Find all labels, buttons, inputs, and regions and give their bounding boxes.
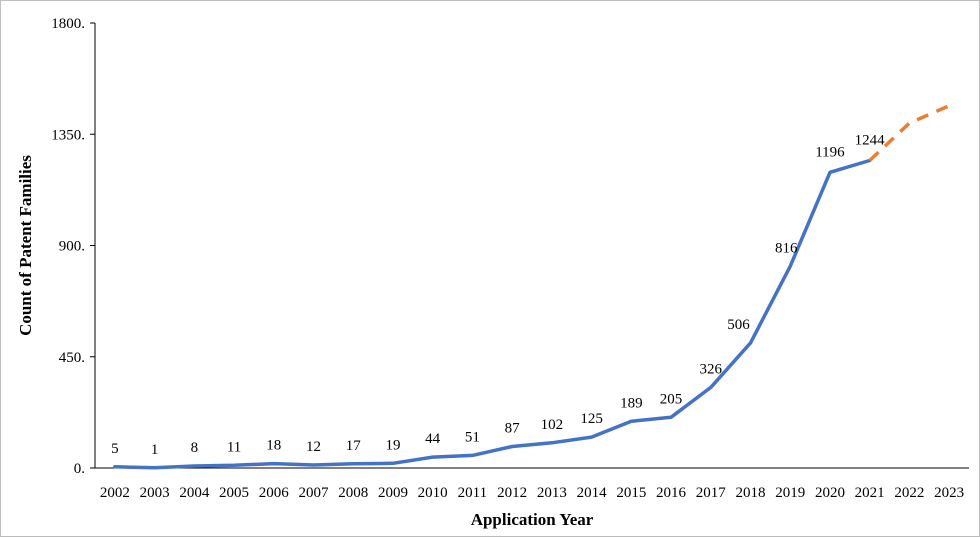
data-label: 5 bbox=[111, 441, 119, 457]
data-label: 8 bbox=[191, 440, 199, 456]
x-tick-label: 2017 bbox=[696, 485, 727, 501]
x-tick-label: 2012 bbox=[497, 485, 527, 501]
x-tick-label: 2016 bbox=[656, 485, 687, 501]
data-label: 87 bbox=[505, 420, 521, 436]
data-label: 1244 bbox=[855, 132, 886, 148]
data-label: 51 bbox=[465, 429, 480, 445]
x-tick-label: 2005 bbox=[219, 485, 249, 501]
data-label: 102 bbox=[541, 417, 564, 433]
x-tick-label: 2008 bbox=[338, 485, 368, 501]
series-layer bbox=[113, 104, 950, 470]
x-tick-label: 2004 bbox=[179, 485, 210, 501]
data-label: 189 bbox=[620, 395, 643, 411]
x-tick-label: 2023 bbox=[934, 485, 964, 501]
x-tick-label: 2010 bbox=[418, 485, 448, 501]
data-label: 125 bbox=[580, 411, 603, 427]
data-label: 11 bbox=[227, 439, 241, 455]
data-label: 1 bbox=[151, 442, 159, 458]
y-tick-label: 0. bbox=[74, 461, 85, 477]
data-label: 17 bbox=[346, 438, 362, 454]
x-tick-label: 2006 bbox=[259, 485, 290, 501]
x-tick-label: 2020 bbox=[815, 485, 845, 501]
data-label: 816 bbox=[775, 240, 798, 256]
x-tick-label: 2009 bbox=[378, 485, 408, 501]
x-axis-ticks: 2002 2003 2004 2005 2006 2007 2008 2009 2010 2011… bbox=[100, 485, 964, 501]
x-axis-title: Application Year bbox=[471, 510, 594, 529]
x-tick-label: 2021 bbox=[855, 485, 885, 501]
axes bbox=[94, 23, 969, 469]
data-label: 18 bbox=[266, 438, 281, 454]
y-tick-label: 1800. bbox=[51, 16, 85, 32]
data-label: 1196 bbox=[815, 144, 845, 160]
data-label: 12 bbox=[306, 439, 321, 455]
data-label: 326 bbox=[700, 361, 723, 377]
x-tick-label: 2013 bbox=[537, 485, 567, 501]
x-tick-label: 2015 bbox=[616, 485, 646, 501]
y-tick-label: 1350. bbox=[51, 127, 85, 143]
y-tick-label: 900. bbox=[59, 239, 85, 255]
data-label: 205 bbox=[660, 391, 683, 407]
data-label: 44 bbox=[425, 431, 441, 447]
y-axis-title: Count of Patent Families bbox=[16, 155, 35, 336]
y-tick-label: 450. bbox=[59, 350, 85, 366]
x-tick-label: 2011 bbox=[458, 485, 487, 501]
x-tick-label: 2007 bbox=[299, 485, 330, 501]
series-line bbox=[113, 158, 872, 470]
y-axis-ticks: 0. 450. 900. 1350. 1800. bbox=[51, 16, 95, 477]
x-tick-label: 2022 bbox=[894, 485, 924, 501]
x-tick-label: 2018 bbox=[736, 485, 766, 501]
x-tick-label: 2019 bbox=[775, 485, 805, 501]
x-tick-label: 2003 bbox=[140, 485, 170, 501]
x-tick-label: 2014 bbox=[577, 485, 608, 501]
data-label: 19 bbox=[385, 437, 400, 453]
x-tick-label: 2002 bbox=[100, 485, 130, 501]
data-label: 506 bbox=[727, 317, 750, 333]
